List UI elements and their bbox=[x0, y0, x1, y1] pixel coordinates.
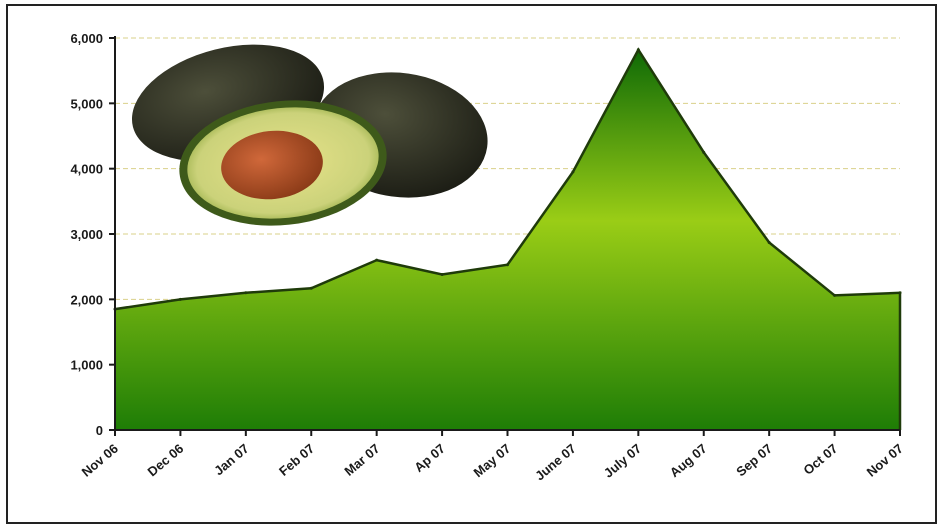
x-tick-label: May 07 bbox=[471, 441, 514, 480]
y-tick-label: 0 bbox=[96, 423, 103, 438]
x-tick-label: Ap 07 bbox=[411, 441, 448, 475]
data-point bbox=[833, 293, 837, 297]
y-tick-label: 3,000 bbox=[70, 227, 103, 242]
data-point bbox=[571, 170, 575, 174]
x-tick-label: Nov 07 bbox=[864, 441, 906, 480]
data-point bbox=[375, 258, 379, 262]
data-point bbox=[506, 263, 509, 267]
x-tick-label: Nov 06 bbox=[79, 441, 121, 480]
data-point bbox=[702, 150, 706, 154]
x-tick-label: June 07 bbox=[532, 441, 579, 484]
area-fill bbox=[115, 49, 900, 430]
x-tick-label: Sep 07 bbox=[733, 441, 775, 479]
y-tick-label: 6,000 bbox=[70, 31, 103, 46]
data-point bbox=[440, 273, 444, 277]
data-point bbox=[898, 291, 902, 295]
data-point bbox=[767, 240, 771, 244]
x-tick-label: Mar 07 bbox=[341, 441, 382, 479]
series-line bbox=[114, 47, 902, 430]
data-point bbox=[636, 48, 640, 52]
data-point bbox=[178, 297, 182, 301]
y-tick-label: 5,000 bbox=[70, 96, 103, 111]
x-tick-label: Feb 07 bbox=[276, 441, 317, 479]
x-tick-label: July 07 bbox=[601, 441, 644, 481]
y-tick-label: 1,000 bbox=[70, 358, 103, 373]
y-tick-label: 2,000 bbox=[70, 292, 103, 307]
data-point bbox=[244, 291, 248, 295]
x-tick-label: Jan 07 bbox=[211, 441, 252, 479]
y-tick-label: 4,000 bbox=[70, 162, 103, 177]
data-point bbox=[309, 286, 313, 290]
avocado-photo-illustration bbox=[131, 44, 488, 226]
x-tick-label: Aug 07 bbox=[667, 441, 710, 480]
x-tick-label: Oct 07 bbox=[800, 441, 840, 478]
x-tick-label: Dec 06 bbox=[145, 441, 187, 479]
